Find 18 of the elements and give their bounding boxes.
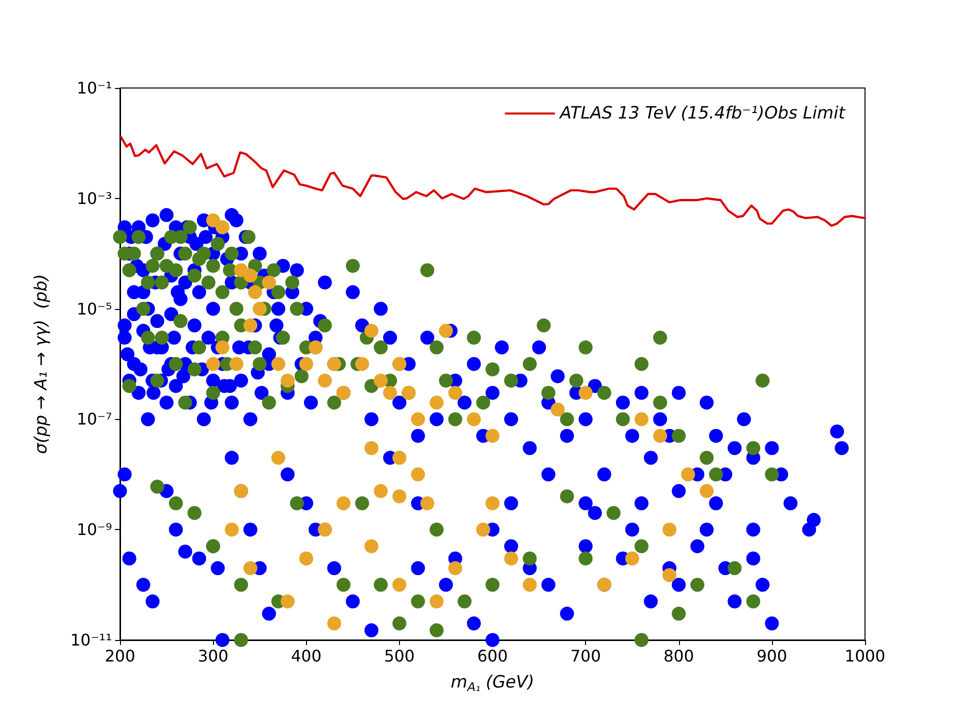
x-tick-label: 500	[384, 646, 415, 666]
x-tick-label: 700	[570, 646, 601, 666]
x-tick-label: 800	[663, 646, 694, 666]
line-series	[120, 136, 866, 227]
y-tick-label: 10⁻⁷	[76, 410, 112, 429]
legend-label: ATLAS 13 TeV (15.4fb⁻¹)Obs Limit	[558, 104, 846, 124]
x-tick-label: 300	[198, 646, 228, 666]
x-tick-label: 900	[756, 646, 788, 666]
x-tick-label: 200	[104, 646, 136, 666]
y-tick-label: 10⁻¹¹	[70, 630, 112, 650]
y-axis-title: σ(pp → A₁ → γγ) (pb)	[32, 274, 52, 454]
y-tick-label: 10⁻¹	[76, 78, 112, 98]
y-tick-label: 10⁻⁵	[76, 299, 112, 318]
y-tick-label: 10⁻³	[76, 188, 112, 208]
x-tick-label: 1000	[844, 646, 886, 666]
y-tick-label: 10⁻⁹	[76, 520, 112, 540]
x-tick-label: 600	[477, 646, 508, 666]
x-tick-label: 400	[290, 646, 322, 666]
